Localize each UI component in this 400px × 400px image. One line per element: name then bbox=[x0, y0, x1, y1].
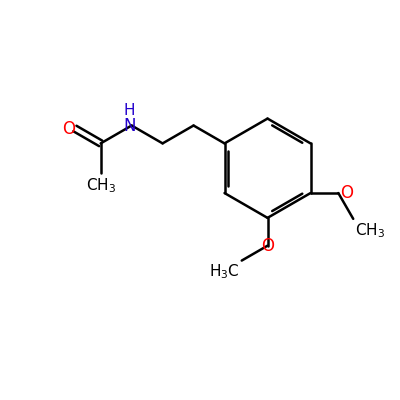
Text: H: H bbox=[124, 103, 136, 118]
Text: N: N bbox=[124, 116, 136, 134]
Text: O: O bbox=[261, 237, 274, 255]
Text: H$_3$C: H$_3$C bbox=[209, 262, 240, 281]
Text: CH$_3$: CH$_3$ bbox=[86, 176, 116, 195]
Text: O: O bbox=[340, 184, 353, 202]
Text: CH$_3$: CH$_3$ bbox=[355, 221, 385, 240]
Text: O: O bbox=[62, 120, 76, 138]
